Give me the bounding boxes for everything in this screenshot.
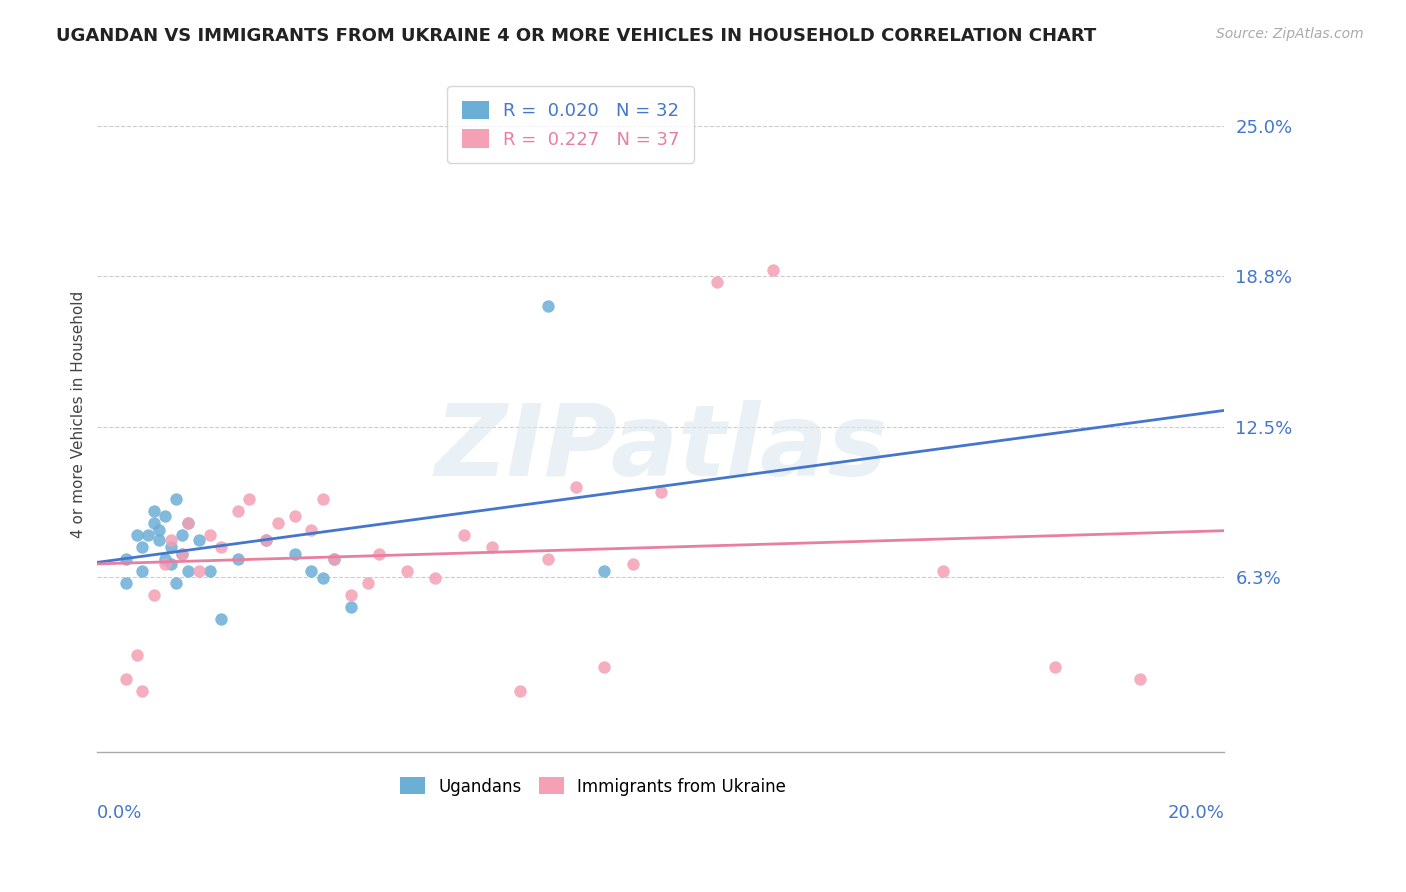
Point bbox=[114, 552, 136, 566]
Point bbox=[131, 540, 153, 554]
Point bbox=[125, 648, 148, 663]
Point bbox=[254, 533, 277, 547]
Point bbox=[537, 552, 560, 566]
Point bbox=[170, 547, 193, 561]
Point bbox=[209, 612, 232, 626]
Point bbox=[125, 528, 148, 542]
Point bbox=[170, 528, 193, 542]
Point bbox=[481, 540, 503, 554]
Point bbox=[537, 299, 560, 313]
Point bbox=[650, 484, 672, 499]
Point bbox=[565, 480, 588, 494]
Point bbox=[198, 528, 221, 542]
Point bbox=[142, 516, 165, 530]
Text: ZIPatlas: ZIPatlas bbox=[434, 400, 887, 497]
Y-axis label: 4 or more Vehicles in Household: 4 or more Vehicles in Household bbox=[72, 291, 86, 538]
Text: UGANDAN VS IMMIGRANTS FROM UKRAINE 4 OR MORE VEHICLES IN HOUSEHOLD CORRELATION C: UGANDAN VS IMMIGRANTS FROM UKRAINE 4 OR … bbox=[56, 27, 1097, 45]
Point bbox=[148, 523, 170, 537]
Point bbox=[165, 491, 187, 506]
Text: Source: ZipAtlas.com: Source: ZipAtlas.com bbox=[1216, 27, 1364, 41]
Text: 0.0%: 0.0% bbox=[97, 805, 143, 822]
Point bbox=[283, 508, 305, 523]
Legend: Ugandans, Immigrants from Ukraine: Ugandans, Immigrants from Ukraine bbox=[392, 769, 794, 804]
Point bbox=[323, 552, 346, 566]
Point bbox=[114, 576, 136, 591]
Point bbox=[301, 523, 323, 537]
Point bbox=[593, 660, 616, 674]
Point bbox=[187, 533, 209, 547]
Point bbox=[323, 552, 346, 566]
Point bbox=[176, 516, 198, 530]
Point bbox=[312, 491, 335, 506]
Point bbox=[114, 673, 136, 687]
Point bbox=[283, 547, 305, 561]
Point bbox=[153, 508, 176, 523]
Point bbox=[209, 540, 232, 554]
Point bbox=[931, 564, 953, 578]
Point bbox=[1129, 673, 1152, 687]
Point bbox=[340, 588, 363, 602]
Point bbox=[396, 564, 419, 578]
Point bbox=[226, 504, 249, 518]
Point bbox=[226, 552, 249, 566]
Point bbox=[159, 540, 181, 554]
Point bbox=[340, 600, 363, 615]
Point bbox=[593, 564, 616, 578]
Point bbox=[621, 557, 644, 571]
Point bbox=[176, 516, 198, 530]
Point bbox=[148, 533, 170, 547]
Point bbox=[762, 263, 785, 277]
Point bbox=[509, 684, 531, 698]
Point bbox=[131, 684, 153, 698]
Point bbox=[153, 552, 176, 566]
Point bbox=[357, 576, 380, 591]
Point bbox=[176, 564, 198, 578]
Point bbox=[187, 564, 209, 578]
Point bbox=[266, 516, 288, 530]
Point bbox=[238, 491, 260, 506]
Point bbox=[159, 557, 181, 571]
Point bbox=[131, 564, 153, 578]
Point bbox=[453, 528, 475, 542]
Point bbox=[198, 564, 221, 578]
Point bbox=[706, 275, 728, 289]
Point bbox=[136, 528, 159, 542]
Point bbox=[425, 571, 447, 585]
Point bbox=[312, 571, 335, 585]
Point bbox=[1043, 660, 1066, 674]
Point bbox=[301, 564, 323, 578]
Point bbox=[254, 533, 277, 547]
Point bbox=[142, 504, 165, 518]
Point bbox=[170, 547, 193, 561]
Point bbox=[153, 557, 176, 571]
Text: 20.0%: 20.0% bbox=[1167, 805, 1225, 822]
Point bbox=[142, 588, 165, 602]
Point bbox=[368, 547, 391, 561]
Point bbox=[159, 533, 181, 547]
Point bbox=[165, 576, 187, 591]
